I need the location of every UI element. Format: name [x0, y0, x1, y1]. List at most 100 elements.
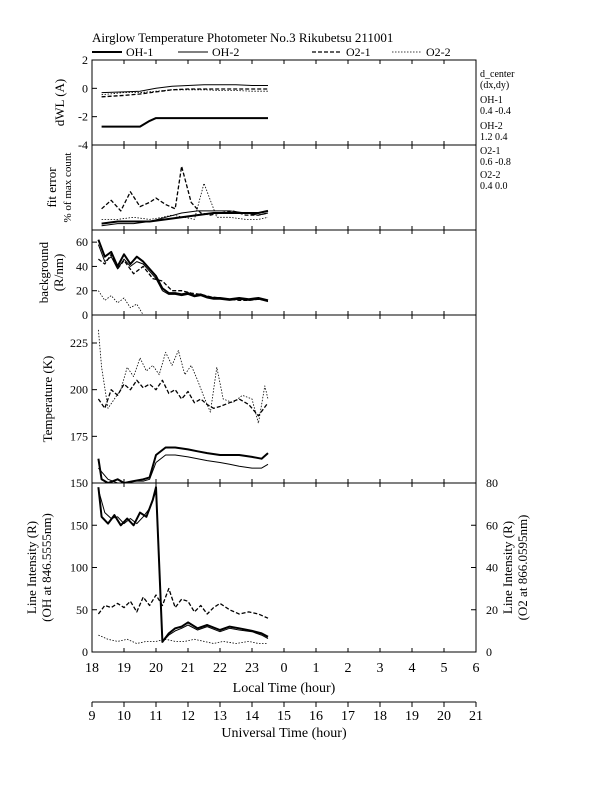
y-right-tick-label: 60 — [486, 518, 498, 532]
y-right-tick-label: 0 — [486, 645, 492, 659]
series-line-oh-2 — [97, 489, 269, 643]
series-line-oh-1 — [97, 239, 269, 302]
y-axis-label: Line Intensity (R) — [24, 521, 39, 614]
legend-label-oh-2: OH-2 — [212, 45, 239, 59]
y-right-axis-label-2: (O2 at 866.0595nm) — [515, 515, 530, 621]
local-time-tick-label: 18 — [85, 661, 99, 676]
local-time-tick-label: 19 — [117, 661, 131, 676]
y-axis-label-2: (OH at 846.5555nm) — [39, 513, 54, 622]
series-line-oh-2 — [98, 454, 269, 483]
y-tick-label: 175 — [70, 429, 88, 443]
ut-tick-label: 13 — [213, 709, 227, 724]
y-tick-label: -2 — [78, 110, 88, 124]
legend-label-oh-1: OH-1 — [126, 45, 153, 59]
local-time-axis-label: Local Time (hour) — [233, 681, 336, 696]
y-right-axis-label: Line Intensity (R) — [500, 521, 515, 614]
dcenter-row-value: 0.6 -0.8 — [480, 157, 511, 168]
dcenter-row-label: O2-1 — [480, 146, 501, 157]
series-line-o2-1 — [101, 165, 269, 216]
y-tick-label: 150 — [70, 476, 88, 490]
series-line-o2-1 — [98, 253, 269, 302]
y-tick-label: -4 — [78, 138, 88, 152]
y-right-tick-label: 80 — [486, 476, 498, 490]
ut-tick-label: 11 — [149, 709, 162, 724]
legend-label-o2-2: O2-2 — [426, 45, 451, 59]
series-line-oh-1 — [97, 486, 269, 643]
y-right-tick-label: 40 — [486, 561, 498, 575]
series-line-o2-1 — [101, 88, 268, 98]
panel-frame — [91, 59, 477, 146]
y-tick-label: 60 — [76, 235, 88, 249]
series-line-oh-2 — [101, 84, 268, 94]
series-line-oh-2 — [101, 210, 269, 227]
ut-tick-label: 17 — [341, 709, 355, 724]
local-time-tick-label: 1 — [313, 661, 320, 676]
series-line-oh-1 — [97, 446, 269, 483]
series-line-o2-2 — [98, 329, 269, 424]
ut-tick-label: 21 — [469, 709, 483, 724]
series-line-o2-1 — [97, 587, 269, 619]
local-time-tick-label: 5 — [441, 661, 448, 676]
dcenter-row-value: 0.4 0.0 — [480, 181, 508, 192]
series-line-oh-1 — [101, 117, 268, 128]
y-right-tick-label: 20 — [486, 603, 498, 617]
local-time-tick-label: 23 — [245, 661, 259, 676]
series-line-o2-2 — [98, 634, 268, 644]
y-tick-label: 200 — [70, 383, 88, 397]
local-time-tick-label: 20 — [149, 661, 163, 676]
local-time-tick-label: 2 — [345, 661, 352, 676]
ut-tick-label: 18 — [373, 709, 387, 724]
y-axis-label: fit error — [44, 167, 59, 208]
y-axis-label: dWL (A) — [52, 79, 67, 127]
panel-fit: fit error% of max count — [44, 144, 477, 231]
y-axis-label: background — [36, 241, 51, 303]
ut-tick-label: 14 — [245, 709, 259, 724]
y-tick-label: 0 — [82, 81, 88, 95]
panel-frame — [91, 144, 477, 231]
legend: OH-1 OH-2 O2-1 O2-2 — [92, 45, 451, 59]
y-tick-label: 0 — [82, 308, 88, 322]
ut-tick-label: 20 — [437, 709, 451, 724]
y-tick-label: 150 — [70, 518, 88, 532]
panel-frame — [91, 229, 477, 316]
local-time-tick-label: 6 — [473, 661, 480, 676]
y-axis-label: Temperature (K) — [40, 356, 55, 443]
dcenter-row-label: OH-2 — [480, 121, 503, 132]
series-line-o2-2 — [98, 290, 144, 315]
dcenter-subheading: (dx,dy) — [480, 80, 509, 91]
dcenter-row-label: OH-1 — [480, 95, 503, 106]
y-tick-label: 100 — [70, 561, 88, 575]
ut-tick-label: 9 — [89, 709, 96, 724]
local-time-tick-label: 0 — [281, 661, 288, 676]
local-time-tick-label: 22 — [213, 661, 227, 676]
ut-tick-label: 16 — [309, 709, 323, 724]
dcenter-row-value: 1.2 0.4 — [480, 132, 508, 143]
chart-title: Airglow Temperature Photometer No.3 Riku… — [92, 30, 393, 45]
panel-dwl: -4 -2 0 2 dWL (A) — [52, 53, 477, 152]
panels: -4 -2 0 2 dWL (A) fit error% of max count 0 20 4… — [24, 53, 530, 659]
series-line-oh-2 — [97, 244, 269, 303]
y-tick-label: 0 — [82, 645, 88, 659]
y-tick-label: 40 — [76, 259, 88, 273]
ut-tick-label: 19 — [405, 709, 419, 724]
dcenter-row-value: 0.4 -0.4 — [480, 106, 511, 117]
y-axis-label-2: % of max count — [62, 153, 74, 223]
y-tick-label: 50 — [76, 603, 88, 617]
legend-label-o2-1: O2-1 — [346, 45, 371, 59]
dcenter-heading: d_center — [480, 69, 515, 80]
y-tick-label: 225 — [70, 336, 88, 350]
local-time-tick-label: 3 — [377, 661, 384, 676]
dcenter-row-label: O2-2 — [480, 170, 501, 181]
ut-tick-label: 15 — [277, 709, 291, 724]
panel-temperature: 150 175 200 225 Temperature (K) — [40, 314, 477, 490]
y-axis-label-2: (R/nm) — [51, 254, 66, 292]
ut-axis-label: Universal Time (hour) — [221, 726, 347, 741]
y-tick-label: 2 — [82, 53, 88, 67]
series-line-o2-1 — [97, 379, 269, 417]
local-time-tick-label: 21 — [181, 661, 195, 676]
y-tick-label: 20 — [76, 284, 88, 298]
dcenter-info: d_center(dx,dy) OH-10.4 -0.4 OH-21.2 0.4 O2… — [480, 69, 515, 192]
panel-background: 0 20 40 60 background (R/nm) — [36, 229, 477, 322]
